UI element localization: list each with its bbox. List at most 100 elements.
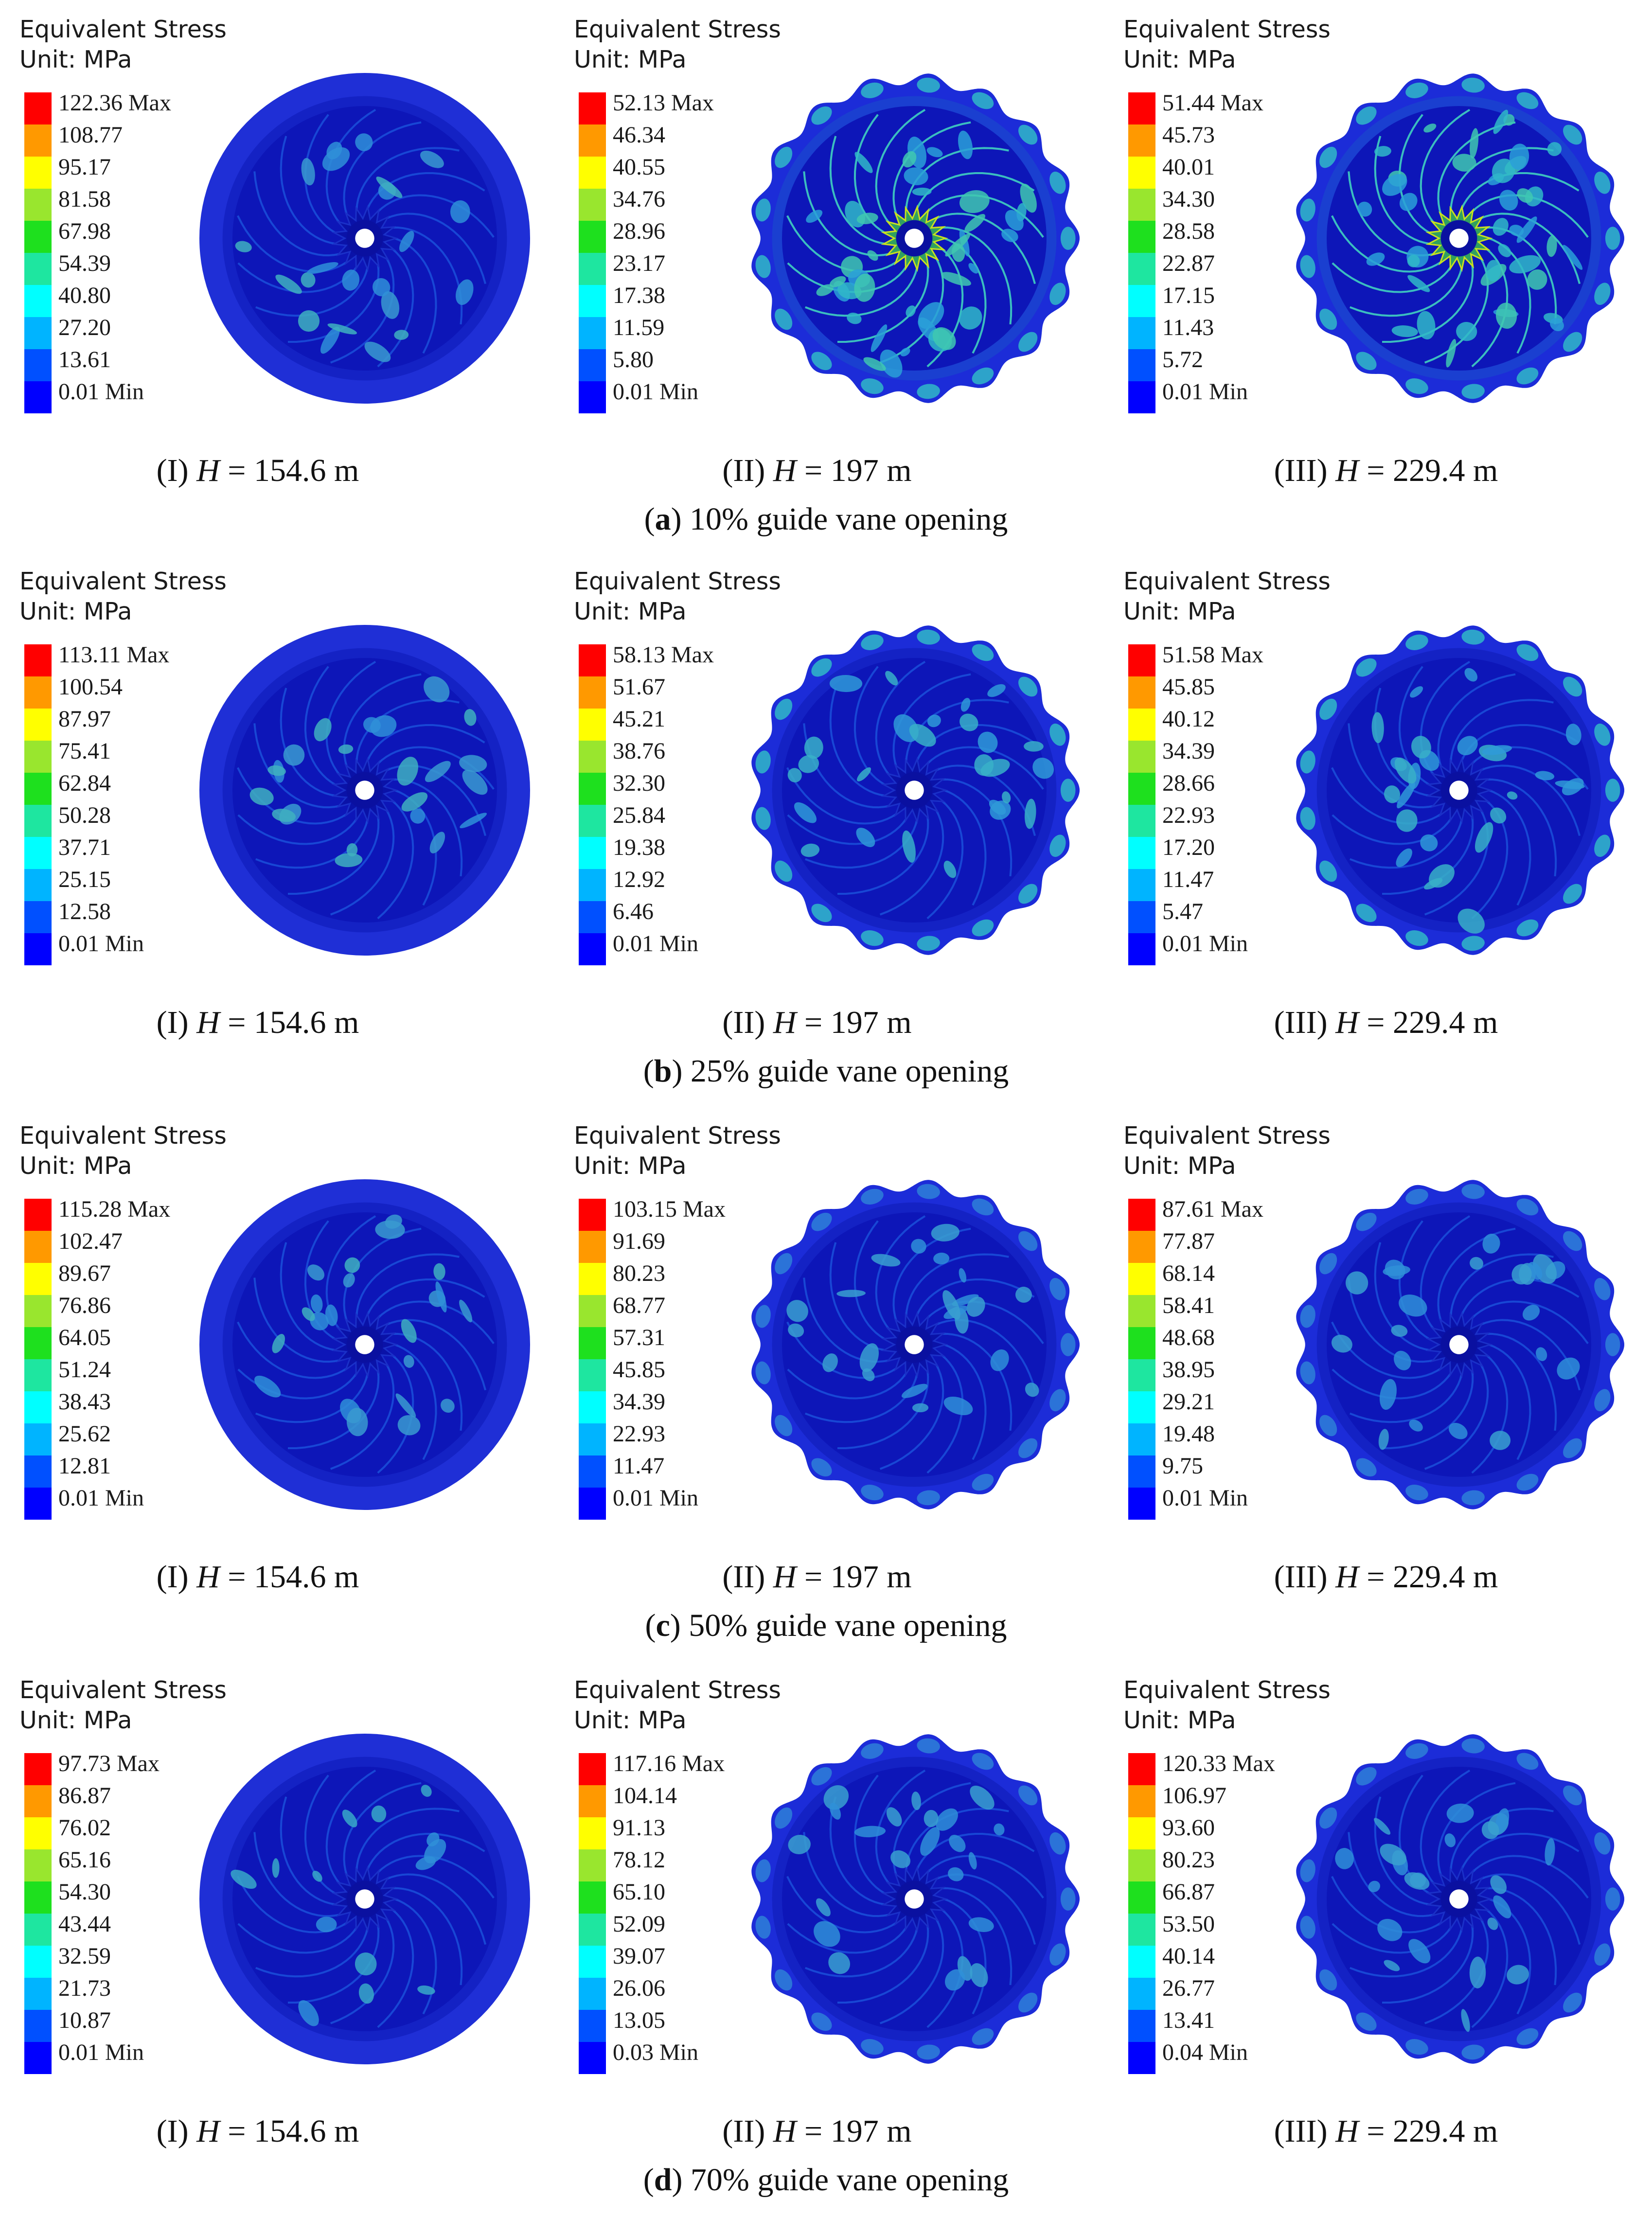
stress-patch [415,1856,436,1870]
stress-patch [1346,1271,1368,1295]
rim-lobe [1405,2039,1428,2055]
stress-patch [862,1368,875,1382]
legend-value: 78.12 [613,1847,665,1873]
rim-lobe [811,106,832,125]
row-caption-open: ( [645,1608,656,1643]
stress-patch [1394,1350,1411,1370]
head-equals: = [796,1559,831,1595]
legend-value: 5.80 [613,347,654,373]
legend-value: 38.76 [613,738,665,764]
runner-blade [936,213,1036,284]
stress-patch [902,830,916,863]
color-swatch [1128,1231,1155,1263]
color-swatch [1128,349,1155,381]
rim-lobe [1563,1438,1582,1458]
rim-lobe [1319,1415,1337,1437]
rim-lobe [1018,1438,1038,1458]
shaft-hole [905,229,924,248]
panel-roman: (III) [1274,2113,1336,2149]
stress-patch [397,1415,421,1436]
runner-blade [1332,1923,1452,1954]
runner-blade [343,1782,422,1876]
rim-lobe [1319,698,1337,720]
stress-patch [1366,252,1385,266]
legend-value: 117.16 Max [613,1751,725,1776]
rim-lobe [1594,1943,1611,1966]
shaft-hole [355,229,374,248]
rim-lobe [1319,1807,1337,1829]
rim-lobe [917,629,940,645]
stress-patch [886,1807,902,1827]
stress-patch [381,291,400,319]
stress-patch [1407,275,1430,292]
color-swatch [579,124,606,157]
color-swatch [24,1263,52,1295]
legend-value: 106.97 [1162,1783,1226,1809]
runner-blade [786,1876,897,1934]
runner-blade [853,1774,886,1895]
stress-legend: Equivalent Stress Unit: MPa 51.58 Max 45.85… [1123,567,1331,970]
rim-lobe [861,1485,884,1501]
stress-patch [871,1254,901,1267]
runner-blade [879,810,944,916]
legend-title: Equivalent Stress [19,16,227,43]
stress-patch [424,676,450,703]
stress-patch [1448,1422,1468,1439]
stress-patch [272,1858,280,1878]
color-swatch [579,709,606,741]
runner-blade [1437,121,1516,215]
stress-patch [948,1867,964,1881]
stress-patch [854,1826,886,1838]
stress-patch [974,754,994,776]
stress-patch [355,1952,377,1976]
row-caption: (a) 10% guide vane opening [0,501,1652,538]
legend-title: Equivalent Stress [19,1676,227,1704]
legend-value: 97.73 Max [58,1751,160,1776]
row-letter: b [654,1053,672,1089]
rim-lobe [1563,1992,1582,2013]
stress-patch [1482,745,1512,755]
shaft-hole [355,781,374,800]
color-swatch [24,644,52,676]
stress-patch [902,151,917,168]
runner-blade [1374,1242,1430,1351]
legend-value: 43.44 [58,1911,111,1937]
color-swatch [24,1295,52,1327]
stress-patch [342,1810,357,1828]
runner-blade [942,226,1013,325]
color-scale [579,1199,606,1520]
stress-patch [909,724,936,747]
runner-blade [837,265,929,343]
runner-blade [325,1769,376,1884]
rim-lobe [1300,750,1315,774]
color-swatch [24,157,52,189]
runner-blade [237,1321,348,1379]
rim-lobe [1356,658,1377,677]
legend-value: 22.87 [1162,250,1215,276]
runner-blade [805,1928,918,1978]
legend-value: 115.28 Max [58,1196,171,1222]
stress-patch [1404,1872,1430,1890]
stress-patch [399,231,414,252]
runner-stress-contour [1296,1734,1624,2064]
color-scale [1128,1753,1155,2074]
row-caption: (c) 50% guide vane opening [0,1607,1652,1644]
stress-patch [1396,809,1418,832]
legend-value: 11.47 [613,1453,665,1479]
stress-patch [859,1343,879,1372]
rim-lobe [755,750,771,774]
rim-lobe [1356,352,1377,371]
runner-stress-contour [1296,625,1624,955]
shaft-hole [905,1335,924,1354]
rim-lobe [1356,106,1377,125]
stress-patch [401,792,428,812]
runner-blade [1471,1354,1509,1474]
panel-roman: (II) [722,1559,773,1595]
stress-patch [829,1803,841,1820]
head-symbol: H [773,453,797,488]
legend-unit: Unit: MPa [574,46,687,73]
stress-patch [900,348,910,356]
stress-patch [363,717,381,733]
stress-patch [1546,235,1557,257]
runner-blade [304,1774,336,1895]
